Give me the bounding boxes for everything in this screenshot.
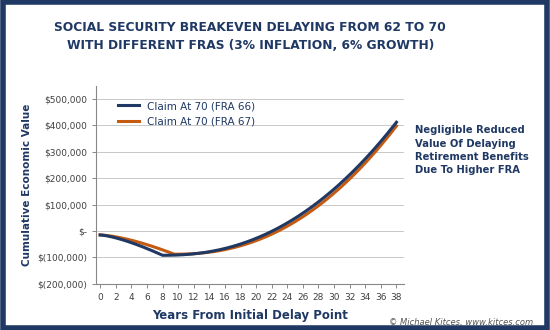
Text: SOCIAL SECURITY BREAKEVEN DELAYING FROM 62 TO 70
WITH DIFFERENT FRAS (3% INFLATI: SOCIAL SECURITY BREAKEVEN DELAYING FROM …: [54, 21, 446, 52]
Claim At 70 (FRA 66): [393, 120, 400, 124]
Claim At 70 (FRA 66): [274, 227, 280, 231]
Claim At 70 (FRA 67): [97, 233, 103, 237]
Claim At 70 (FRA 67): [340, 182, 347, 186]
Claim At 70 (FRA 67): [258, 237, 265, 241]
Y-axis label: Cumulative Economic Value: Cumulative Economic Value: [21, 104, 32, 266]
Claim At 70 (FRA 66): [340, 179, 347, 182]
Claim At 70 (FRA 67): [238, 244, 245, 248]
Line: Claim At 70 (FRA 66): Claim At 70 (FRA 66): [100, 122, 397, 255]
Claim At 70 (FRA 66): [97, 233, 103, 237]
Claim At 70 (FRA 67): [240, 243, 246, 247]
Claim At 70 (FRA 66): [258, 234, 265, 238]
X-axis label: Years From Initial Delay Point: Years From Initial Delay Point: [152, 309, 348, 322]
Text: Negligible Reduced
Value Of Delaying
Retirement Benefits
Due To Higher FRA: Negligible Reduced Value Of Delaying Ret…: [415, 125, 529, 175]
Claim At 70 (FRA 66): [160, 253, 167, 257]
Claim At 70 (FRA 67): [274, 230, 280, 234]
Legend: Claim At 70 (FRA 66), Claim At 70 (FRA 67): Claim At 70 (FRA 66), Claim At 70 (FRA 6…: [114, 97, 260, 130]
Claim At 70 (FRA 66): [387, 128, 393, 132]
Claim At 70 (FRA 66): [238, 242, 245, 246]
Claim At 70 (FRA 67): [171, 252, 178, 256]
Claim At 70 (FRA 67): [387, 132, 393, 136]
Claim At 70 (FRA 67): [393, 124, 400, 128]
Claim At 70 (FRA 66): [240, 241, 246, 245]
Line: Claim At 70 (FRA 67): Claim At 70 (FRA 67): [100, 126, 397, 254]
Text: © Michael Kitces, www.kitces.com: © Michael Kitces, www.kitces.com: [389, 318, 534, 327]
